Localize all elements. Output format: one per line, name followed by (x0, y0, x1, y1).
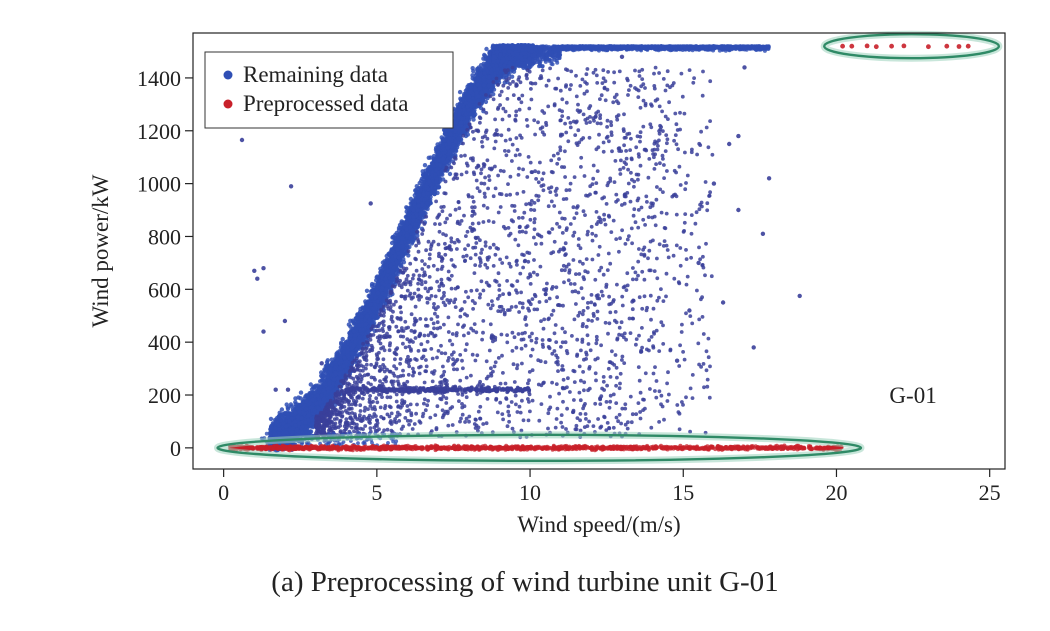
remaining-data-point (422, 163, 428, 168)
remaining-data-point (308, 390, 313, 396)
remaining-data-point (374, 278, 379, 283)
remaining-data-point (340, 336, 345, 342)
remaining-data-point (509, 74, 515, 79)
remaining-data-point (268, 416, 274, 422)
remaining-data-point (481, 56, 486, 61)
remaining-data-point (484, 46, 489, 52)
remaining-data-point (426, 155, 431, 160)
remaining-data-point (346, 322, 352, 327)
remaining-data-point (298, 390, 304, 395)
remaining-data-point (404, 205, 409, 210)
remaining-data-point (364, 288, 370, 293)
remaining-data-point (293, 396, 298, 401)
remaining-data-point (279, 407, 285, 412)
remaining-data-point (482, 52, 487, 58)
remaining-data-series (239, 43, 802, 453)
remaining-data-point (457, 89, 463, 95)
